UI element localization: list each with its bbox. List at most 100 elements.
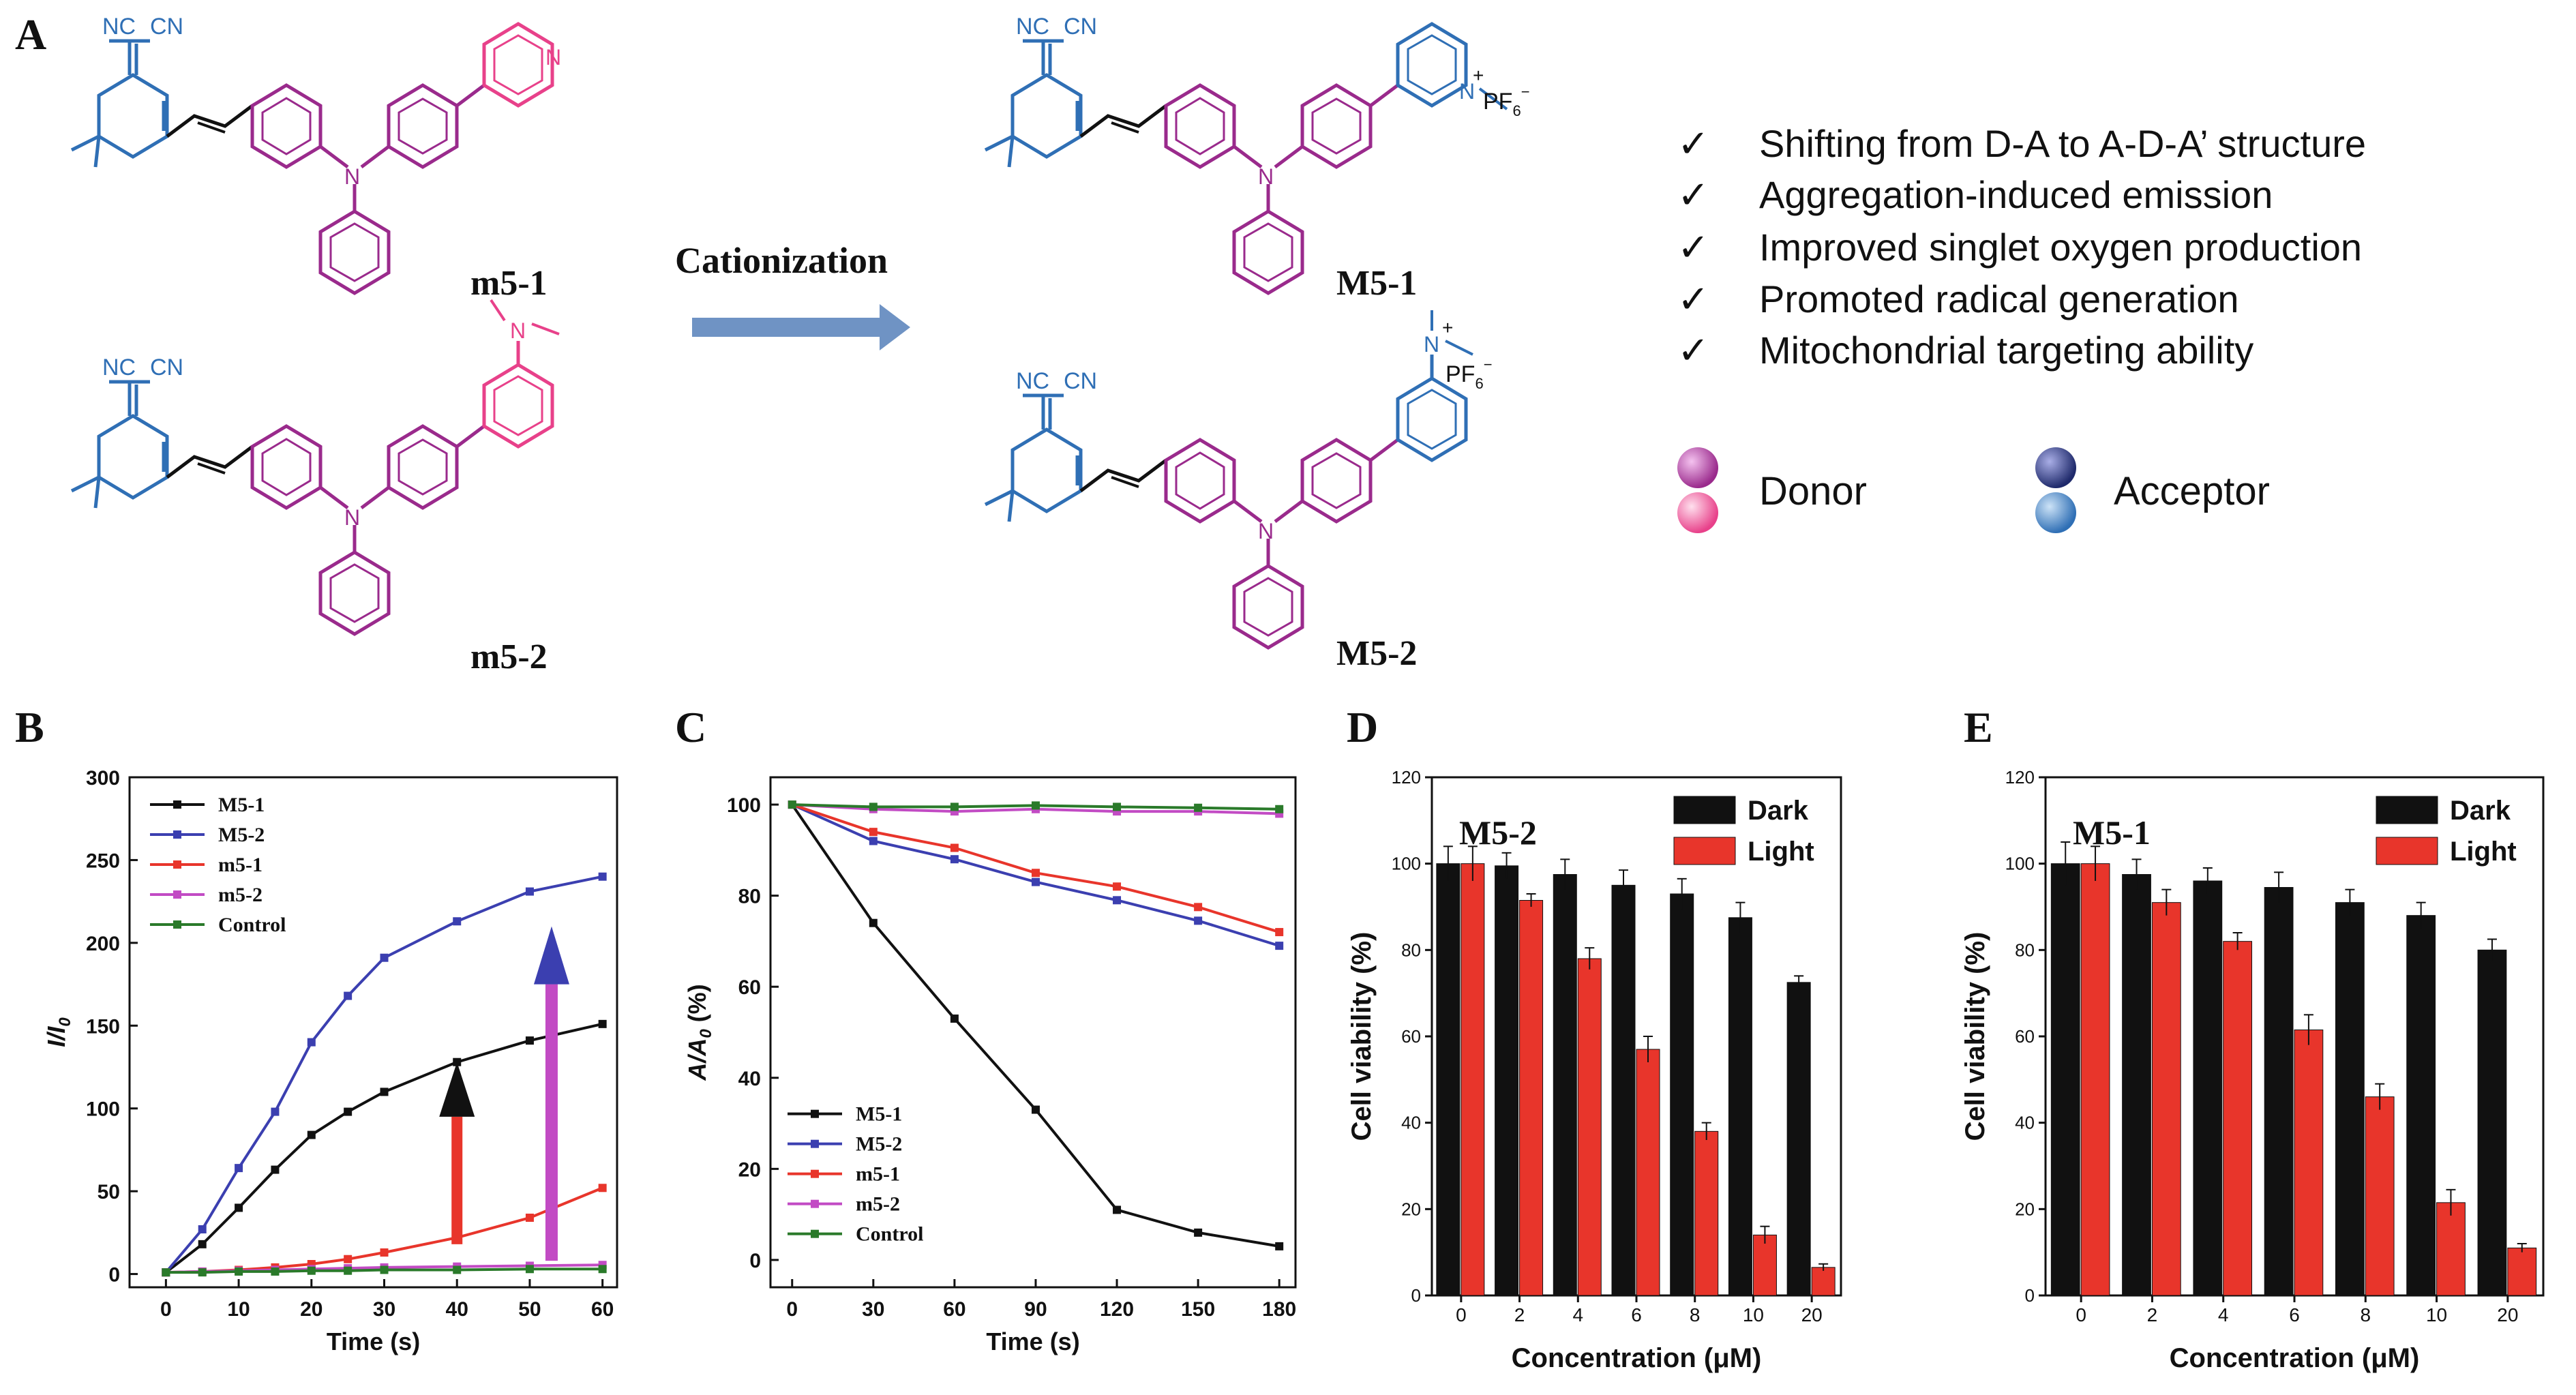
data-point	[453, 1265, 462, 1274]
data-point	[344, 1266, 353, 1275]
atom-n: N	[510, 318, 526, 343]
data-point	[950, 843, 959, 852]
plot-frame	[128, 776, 618, 1289]
data-point	[1194, 803, 1203, 812]
counterion-pf6: PF6−	[1483, 83, 1530, 119]
atom-n: N	[1258, 519, 1274, 543]
y-axis-label: Cell viability (%)	[1960, 932, 1990, 1141]
panel-label-d: D	[1347, 703, 1378, 751]
molecule-M5-2: NC CN N N + PF6−	[985, 310, 1493, 648]
series-line-m5-1	[166, 1186, 603, 1274]
x-axis-label: Concentration (μM)	[2170, 1343, 2420, 1373]
legend-label: Dark	[2450, 796, 2511, 826]
x-tick-label: 0	[160, 1298, 172, 1321]
series-line-Control	[166, 1268, 603, 1274]
x-tick-label: 30	[373, 1298, 395, 1321]
data-point	[344, 1107, 353, 1116]
arrow-shaft-icon	[545, 984, 558, 1261]
legend-label: Control	[218, 914, 286, 936]
x-axis-label: Time (s)	[986, 1328, 1079, 1355]
y-axis-label-sub: 0	[56, 1017, 74, 1027]
bar-dark	[1728, 917, 1752, 1296]
data-point	[271, 1165, 280, 1174]
x-tick-label: 20	[1801, 1304, 1823, 1325]
x-tick-label: 4	[2218, 1304, 2229, 1325]
data-point	[869, 828, 878, 837]
data-point	[525, 1036, 534, 1045]
bar-light	[1694, 1130, 1719, 1296]
bar-light	[1461, 863, 1485, 1296]
bar-dark	[2477, 949, 2507, 1296]
x-tick-label: 6	[2289, 1304, 2300, 1325]
data-point	[344, 1255, 353, 1263]
legend-label: Control	[856, 1223, 923, 1246]
x-tick-label: 50	[518, 1298, 541, 1321]
y-tick-label: 80	[2015, 940, 2035, 960]
y-tick-label: 100	[2005, 854, 2035, 874]
donor-sphere-icon	[1677, 447, 1718, 488]
atom-n-plus: N	[1424, 332, 1439, 357]
legend-label: M5-1	[218, 794, 265, 816]
label-m5-1: m5-1	[470, 264, 548, 303]
y-axis-label-sub: 0	[697, 1029, 715, 1038]
data-point	[1275, 805, 1284, 813]
x-tick-label: 2	[2147, 1304, 2158, 1325]
data-point	[453, 917, 462, 926]
atom-n: N	[344, 505, 360, 530]
legend-label: Dark	[1748, 796, 1809, 826]
x-tick-label: 2	[1514, 1304, 1525, 1325]
feature-list: ✓ Shifting from D-A to A-D-A’ structure …	[1677, 122, 2366, 373]
bar-dark	[2335, 902, 2365, 1296]
y-tick-label: 0	[1411, 1285, 1421, 1306]
bar-dark	[1436, 863, 1461, 1296]
atom-cn: CN	[1064, 14, 1097, 40]
label-M5-1: M5-1	[1336, 264, 1417, 303]
data-point	[525, 1265, 534, 1274]
data-point	[1113, 882, 1122, 891]
data-point	[598, 1184, 607, 1192]
legend-marker	[811, 1139, 819, 1148]
x-tick-label: 150	[1181, 1298, 1215, 1321]
x-axis-label: Time (s)	[327, 1328, 420, 1355]
data-point	[162, 1268, 170, 1277]
y-tick-label: 100	[727, 794, 761, 817]
x-tick-label: 0	[786, 1298, 798, 1321]
y-tick-label: 20	[1401, 1199, 1421, 1219]
atom-n-plus: N	[1459, 79, 1475, 104]
data-point	[235, 1267, 243, 1276]
y-tick-label: 120	[1392, 767, 1421, 787]
data-point	[1113, 1205, 1122, 1214]
chart-title: M5-2	[1459, 813, 1537, 852]
x-tick-label: 40	[446, 1298, 468, 1321]
data-point	[1194, 1228, 1203, 1237]
feature-item: Promoted radical generation	[1759, 278, 2239, 320]
x-tick-label: 0	[1456, 1304, 1467, 1325]
data-point	[525, 887, 534, 896]
counterion-pf6: PF6−	[1446, 356, 1493, 392]
legend-label: m5-1	[218, 854, 263, 876]
y-tick-label: 20	[738, 1158, 761, 1181]
x-tick-label: 30	[862, 1298, 884, 1321]
chart-title: M5-1	[2073, 813, 2151, 852]
bar-dark	[2406, 915, 2436, 1296]
atom-nc: NC	[1016, 14, 1049, 40]
y-tick-label: 60	[738, 976, 761, 999]
bar-light	[1636, 1049, 1660, 1296]
data-point	[950, 802, 959, 811]
data-point	[1275, 1242, 1284, 1250]
data-point	[198, 1268, 207, 1277]
bar-dark	[1670, 893, 1694, 1296]
cationization-label: Cationization	[675, 240, 888, 281]
data-point	[1113, 896, 1122, 905]
y-tick-label: 0	[749, 1250, 761, 1272]
legend-label: M5-1	[856, 1103, 902, 1126]
data-point	[598, 1265, 607, 1274]
legend-marker	[173, 800, 181, 809]
y-axis-label-main: I/I	[42, 1026, 70, 1047]
bar-light	[2507, 1247, 2537, 1296]
series-line-M5-1	[165, 1022, 603, 1274]
data-point	[380, 953, 389, 962]
bar-dark	[2264, 887, 2294, 1296]
arrow-head-icon	[439, 1062, 475, 1117]
bar-dark	[2193, 880, 2223, 1296]
